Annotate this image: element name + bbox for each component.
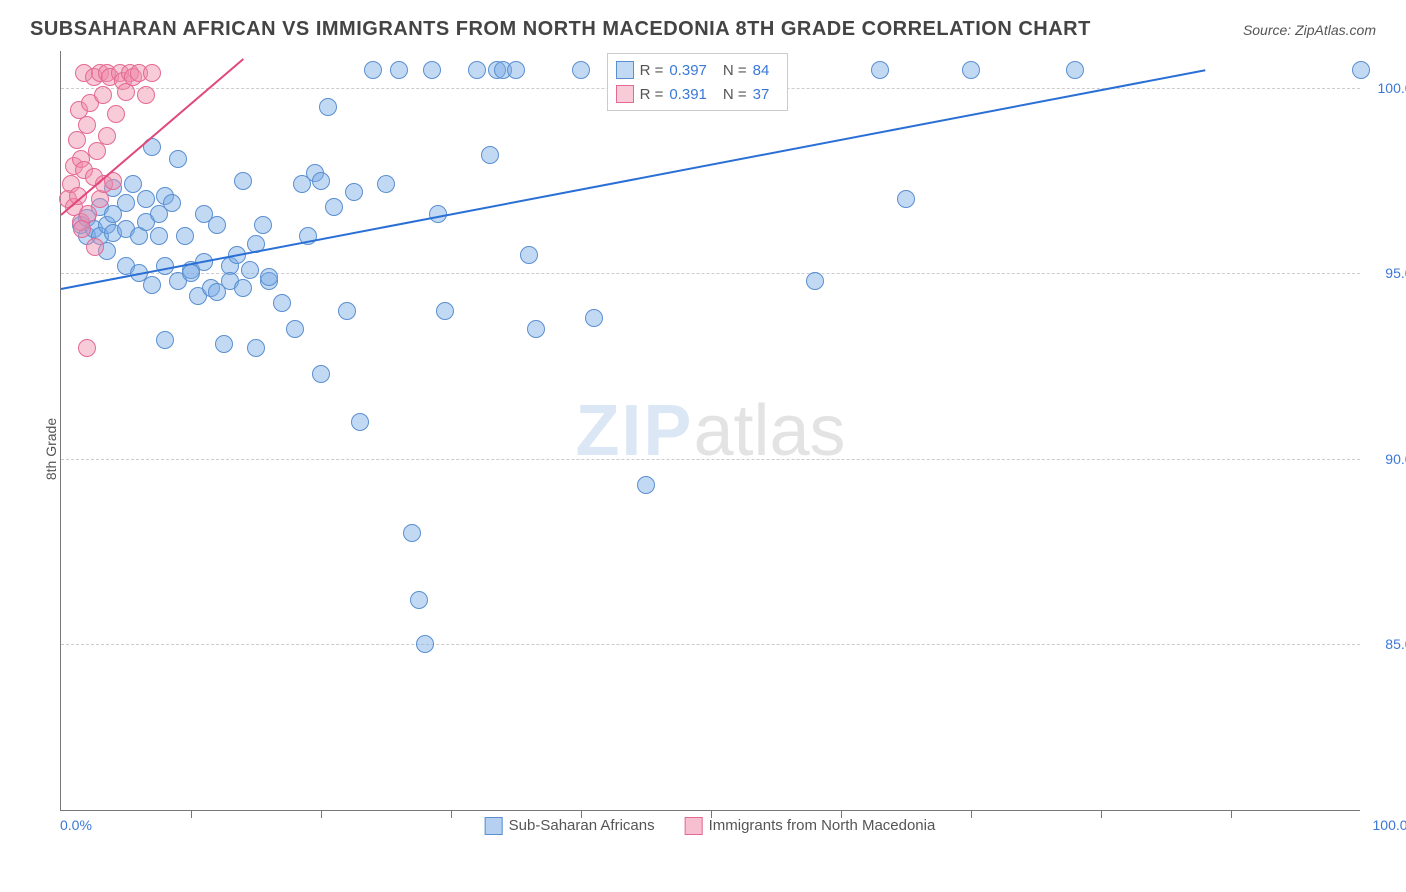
stats-swatch xyxy=(616,85,634,103)
data-point xyxy=(416,635,434,653)
chart-title: SUBSAHARAN AFRICAN VS IMMIGRANTS FROM NO… xyxy=(30,18,1091,41)
data-point xyxy=(527,320,545,338)
legend-label-blue: Sub-Saharan Africans xyxy=(509,817,655,834)
chart-area: 8th Grade ZIPatlas 85.0%90.0%95.0%100.0%… xyxy=(60,51,1386,847)
data-point xyxy=(1066,61,1084,79)
data-point xyxy=(312,365,330,383)
chart-header: SUBSAHARAN AFRICAN VS IMMIGRANTS FROM NO… xyxy=(0,0,1406,51)
stats-row: R = 0.397 N = 84 xyxy=(616,58,780,82)
data-point xyxy=(79,205,97,223)
data-point xyxy=(572,61,590,79)
data-point xyxy=(468,61,486,79)
stats-n-value: 37 xyxy=(753,86,770,103)
stats-r-value: 0.397 xyxy=(669,62,707,79)
data-point xyxy=(124,175,142,193)
data-point xyxy=(78,116,96,134)
data-point xyxy=(962,61,980,79)
x-axis-max-label: 100.0% xyxy=(1373,817,1406,833)
data-point xyxy=(410,591,428,609)
data-point xyxy=(325,198,343,216)
legend-label-pink: Immigrants from North Macedonia xyxy=(709,817,936,834)
stats-n-label: N = xyxy=(723,62,747,79)
gridline xyxy=(61,644,1360,645)
data-point xyxy=(507,61,525,79)
data-point xyxy=(403,524,421,542)
x-axis-min-label: 0.0% xyxy=(60,817,92,833)
y-tick-label: 85.0% xyxy=(1385,636,1406,652)
data-point xyxy=(390,61,408,79)
data-point xyxy=(351,413,369,431)
stats-n-value: 84 xyxy=(753,62,770,79)
data-point xyxy=(481,146,499,164)
data-point xyxy=(169,150,187,168)
data-point xyxy=(234,279,252,297)
data-point xyxy=(234,172,252,190)
stats-swatch xyxy=(616,61,634,79)
data-point xyxy=(377,175,395,193)
data-point xyxy=(423,61,441,79)
data-point xyxy=(94,86,112,104)
data-point xyxy=(806,272,824,290)
data-point xyxy=(871,61,889,79)
stats-r-label: R = xyxy=(640,62,664,79)
data-point xyxy=(215,335,233,353)
data-point xyxy=(364,61,382,79)
stats-r-label: R = xyxy=(640,86,664,103)
legend-item-pink: Immigrants from North Macedonia xyxy=(685,817,936,835)
data-point xyxy=(143,64,161,82)
y-tick-label: 90.0% xyxy=(1385,451,1406,467)
legend-swatch-blue xyxy=(485,817,503,835)
data-point xyxy=(68,131,86,149)
data-point xyxy=(338,302,356,320)
data-point xyxy=(137,86,155,104)
y-tick-label: 100.0% xyxy=(1378,80,1406,96)
data-point xyxy=(585,309,603,327)
bottom-legend: Sub-Saharan Africans Immigrants from Nor… xyxy=(485,817,936,835)
data-point xyxy=(436,302,454,320)
data-point xyxy=(319,98,337,116)
gridline xyxy=(61,459,1360,460)
data-point xyxy=(286,320,304,338)
stats-n-label: N = xyxy=(723,86,747,103)
data-point xyxy=(637,476,655,494)
data-point xyxy=(78,339,96,357)
data-point xyxy=(260,268,278,286)
x-axis: 0.0% Sub-Saharan Africans Immigrants fro… xyxy=(60,817,1360,847)
data-point xyxy=(345,183,363,201)
data-point xyxy=(98,127,116,145)
y-tick-label: 95.0% xyxy=(1385,265,1406,281)
data-point xyxy=(156,331,174,349)
data-point xyxy=(520,246,538,264)
stats-row: R = 0.391 N = 37 xyxy=(616,82,780,106)
stats-r-value: 0.391 xyxy=(669,86,707,103)
y-axis-label: 8th Grade xyxy=(43,418,59,480)
chart-source: Source: ZipAtlas.com xyxy=(1243,22,1376,38)
data-point xyxy=(208,216,226,234)
data-point xyxy=(312,172,330,190)
data-point xyxy=(117,194,135,212)
legend-item-blue: Sub-Saharan Africans xyxy=(485,817,655,835)
scatter-plot: ZIPatlas 85.0%90.0%95.0%100.0%R =0.397N … xyxy=(60,51,1360,811)
legend-swatch-pink xyxy=(685,817,703,835)
data-point xyxy=(241,261,259,279)
data-point xyxy=(163,194,181,212)
data-point xyxy=(273,294,291,312)
data-point xyxy=(137,190,155,208)
data-point xyxy=(897,190,915,208)
stats-box: R = 0.397 N = 84 R = 0.391 N = 37 xyxy=(607,53,789,111)
data-point xyxy=(247,339,265,357)
data-point xyxy=(107,105,125,123)
data-point xyxy=(143,276,161,294)
data-point xyxy=(176,227,194,245)
data-point xyxy=(254,216,272,234)
data-point xyxy=(1352,61,1370,79)
data-point xyxy=(86,238,104,256)
data-point xyxy=(150,227,168,245)
